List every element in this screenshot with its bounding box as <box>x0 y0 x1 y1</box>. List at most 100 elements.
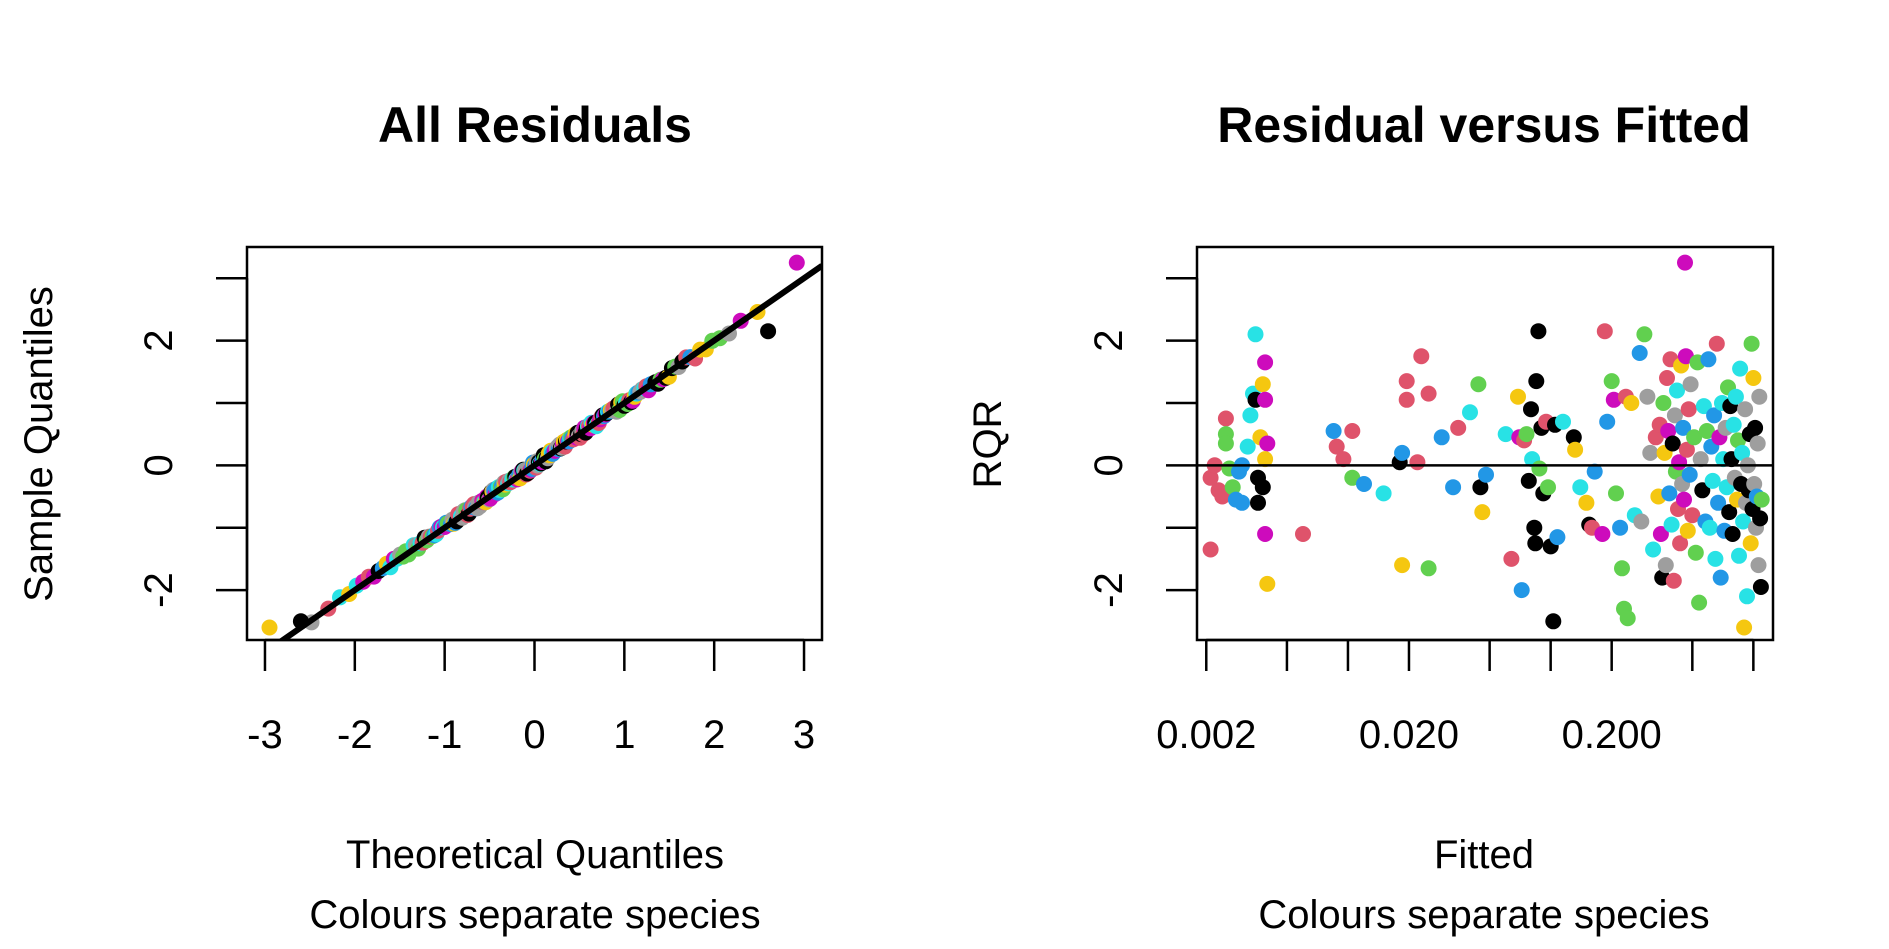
rvf-x-tick-label: 0.020 <box>1359 713 1459 757</box>
rvf-point <box>1420 385 1437 402</box>
qq-x-axis: -3 -2 -1 0 1 2 3 <box>247 638 815 757</box>
qq-plot-box <box>245 245 824 642</box>
rvf-point <box>1335 451 1352 468</box>
rvf-point <box>1753 491 1770 508</box>
rvf-point <box>1462 404 1478 421</box>
rvf-point <box>1394 557 1411 574</box>
rvf-point <box>1599 413 1616 430</box>
rvf-point <box>1394 444 1411 461</box>
rvf-point <box>1239 438 1256 455</box>
rvf-point <box>1344 469 1361 486</box>
rvf-x-label-2: Colours separate species <box>1258 893 1709 937</box>
rvf-point <box>1398 373 1415 390</box>
rvf-y-axis: -2 0 2 <box>1087 276 1199 608</box>
rvf-point <box>1660 423 1677 439</box>
rvf-point <box>1751 388 1768 405</box>
rvf-point <box>1510 388 1526 405</box>
rvf-point <box>1214 488 1231 505</box>
rvf-point <box>1325 423 1342 439</box>
rvf-point <box>1555 413 1571 430</box>
rvf-point <box>1612 519 1629 536</box>
rvf-point <box>1549 529 1566 546</box>
rvf-point <box>1375 485 1392 502</box>
rvf-point <box>1523 401 1539 418</box>
rvf-point <box>1503 550 1520 567</box>
rvf-point <box>1672 535 1689 552</box>
qq-x-tick-label: 0 <box>523 713 545 757</box>
rvf-point <box>1655 395 1672 411</box>
qq-x-tick-label: 1 <box>613 713 635 757</box>
rvf-point <box>1474 504 1491 521</box>
rvf-point <box>1710 494 1727 511</box>
rvf-point <box>1433 429 1450 446</box>
rvf-point <box>1698 423 1715 439</box>
rvf-point <box>1540 479 1556 496</box>
rvf-point <box>1746 476 1763 492</box>
rvf-point <box>1295 526 1311 542</box>
rvf-point <box>1234 494 1250 511</box>
qq-x-tick-label: 3 <box>793 713 815 757</box>
rvf-point <box>1633 513 1650 530</box>
rvf-point <box>1596 323 1613 340</box>
panel-residual-fitted: Residual versus Fitted 0.002 0.020 0.200 -… <box>966 97 1775 937</box>
rvf-point <box>1676 491 1692 508</box>
rvf-point <box>1724 526 1741 542</box>
rvf-point <box>1731 547 1747 564</box>
rvf-point <box>1642 444 1659 461</box>
rvf-point <box>1398 391 1415 408</box>
rvf-point <box>1565 429 1582 446</box>
rvf-point <box>1677 254 1693 271</box>
qq-y-tick-label: 0 <box>137 454 181 476</box>
rvf-point <box>1572 479 1589 496</box>
rvf-point <box>1661 485 1678 502</box>
rvf-point <box>1470 376 1487 393</box>
rvf-point <box>1732 360 1749 377</box>
rvf-title: Residual versus Fitted <box>1217 97 1751 153</box>
rvf-x-label: Fitted <box>1434 833 1534 877</box>
rvf-y-tick-label: 2 <box>1087 329 1131 351</box>
rvf-point <box>1725 416 1742 433</box>
rvf-point <box>1707 550 1724 567</box>
rvf-point <box>1743 335 1760 352</box>
rvf-point <box>1608 485 1624 502</box>
rvf-point <box>1678 441 1695 458</box>
rvf-point <box>1636 326 1653 343</box>
rvf-point <box>1695 398 1712 415</box>
qq-point <box>760 323 777 340</box>
rvf-point <box>1409 454 1426 471</box>
rvf-point <box>1631 345 1648 361</box>
rvf-point <box>1586 463 1603 480</box>
qq-y-tick-label: 2 <box>137 329 181 351</box>
rvf-point <box>1257 354 1274 371</box>
qq-x-tick-label: 2 <box>703 713 725 757</box>
rvf-point <box>1737 401 1754 418</box>
rvf-point <box>1647 429 1664 446</box>
rvf-y-label: RQR <box>966 400 1010 489</box>
rvf-point <box>1478 466 1494 483</box>
rvf-point <box>1701 519 1718 536</box>
rvf-point <box>1202 469 1219 486</box>
rvf-point <box>1750 557 1767 574</box>
qq-reference-line <box>277 263 822 640</box>
rvf-point <box>1450 419 1467 436</box>
rvf-point <box>1520 472 1537 489</box>
rvf-point <box>1721 504 1738 521</box>
rvf-plot-area <box>1197 254 1773 636</box>
rvf-point <box>1545 613 1562 630</box>
rvf-point <box>1217 435 1234 452</box>
rvf-point <box>1739 588 1755 605</box>
rvf-point <box>1663 516 1680 533</box>
rvf-point <box>1745 370 1762 386</box>
rvf-point <box>1734 444 1751 461</box>
rvf-point <box>1645 541 1662 558</box>
rvf-point <box>1684 507 1701 524</box>
qq-x-tick-label: -2 <box>337 713 373 757</box>
rvf-point <box>1257 391 1274 408</box>
rvf-point <box>1224 479 1241 496</box>
rvf-point <box>1531 460 1548 477</box>
rvf-point <box>1257 526 1274 542</box>
rvf-point <box>1706 407 1723 424</box>
rvf-x-tick-label: 0.200 <box>1562 713 1662 757</box>
rvf-point <box>1692 451 1709 468</box>
qq-y-tick-label: -2 <box>137 572 181 608</box>
